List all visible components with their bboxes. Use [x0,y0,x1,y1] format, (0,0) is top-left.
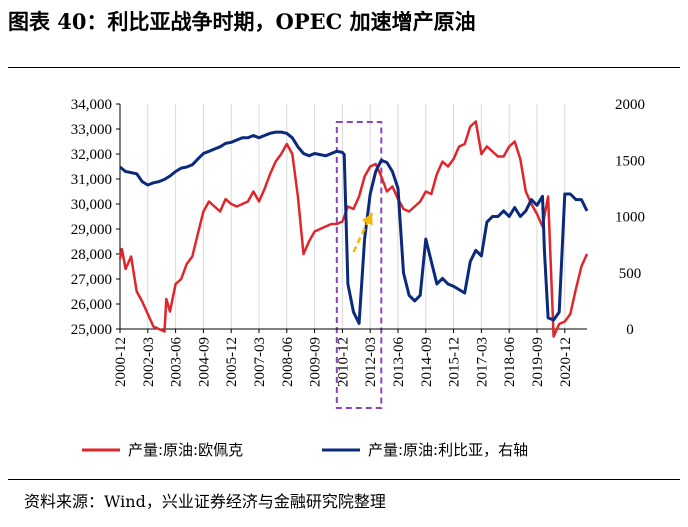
legend-label-opec: 产量:原油:欧佩克 [128,441,243,459]
left-tick-label-2: 27,000 [71,272,112,288]
line-chart: 25,000 26,000 27,000 28,000 29,000 30,000 31,0… [71,97,645,459]
left-axis-ticks: 25,000 26,000 27,000 28,000 29,000 30,000 31,0… [71,97,120,338]
right-tick-label-2: 1000 [615,210,645,226]
left-tick-label-9: 34,000 [71,97,112,113]
x-tick-label-0: 2000-12 [113,337,129,387]
x-tick-label-10: 2013-06 [391,337,407,387]
top-rule [8,67,680,68]
x-tick-label-8: 2010-12 [335,337,351,387]
legend-label-libya: 产量:原油:利比亚，右轴 [368,441,528,459]
axes [119,104,587,330]
x-axis-ticks: 2000-12 2002-03 2003-06 2004-09 2005-12 2007-… [113,329,574,387]
arrow-head [361,213,373,226]
series-line-opec [118,120,589,338]
right-tick-label-0: 0 [626,322,634,338]
x-tick-label-14: 2018-06 [502,337,518,387]
x-tick-label-5: 2007-03 [252,337,268,387]
x-tick-label-11: 2014-09 [419,337,435,387]
highlight-box [335,121,383,409]
x-tick-label-6: 2008-06 [280,337,296,387]
trend-arrow [352,212,374,253]
source-note: 资料来源：Wind，兴业证券经济与金融研究院整理 [24,492,386,511]
figure-title: 图表 40：利比亚战争时期，OPEC 加速增产原油 [8,9,476,34]
series-line-libya [119,130,589,325]
x-tick-label-7: 2009-09 [308,337,324,387]
left-tick-label-7: 32,000 [71,147,112,163]
x-tick-label-12: 2015-12 [447,337,463,387]
x-tick-label-13: 2017-03 [474,337,490,387]
legend: 产量:原油:欧佩克 产量:原油:利比亚，右轴 [82,441,528,459]
x-tick-label-1: 2002-03 [141,337,157,387]
x-tick-label-4: 2005-12 [224,337,240,387]
right-tick-label-3: 1500 [615,153,645,169]
right-axis-ticks: 0 500 1000 1500 2000 [615,97,645,338]
x-tick-label-9: 2012-03 [363,337,379,387]
right-tick-label-1: 500 [619,266,642,282]
left-tick-label-0: 25,000 [71,322,112,338]
left-tick-label-6: 31,000 [71,172,112,188]
x-tick-label-2: 2003-06 [169,337,185,387]
x-tick-label-15: 2019-09 [530,337,546,387]
left-tick-label-8: 33,000 [71,122,112,138]
x-tick-label-16: 2020-12 [558,337,574,387]
left-tick-label-1: 26,000 [71,297,112,313]
left-tick-label-3: 28,000 [71,247,112,263]
right-tick-label-4: 2000 [615,97,645,113]
left-tick-label-4: 29,000 [71,222,112,238]
left-tick-label-5: 30,000 [71,197,112,213]
bottom-rule [8,479,680,480]
x-tick-label-3: 2004-09 [196,337,212,387]
